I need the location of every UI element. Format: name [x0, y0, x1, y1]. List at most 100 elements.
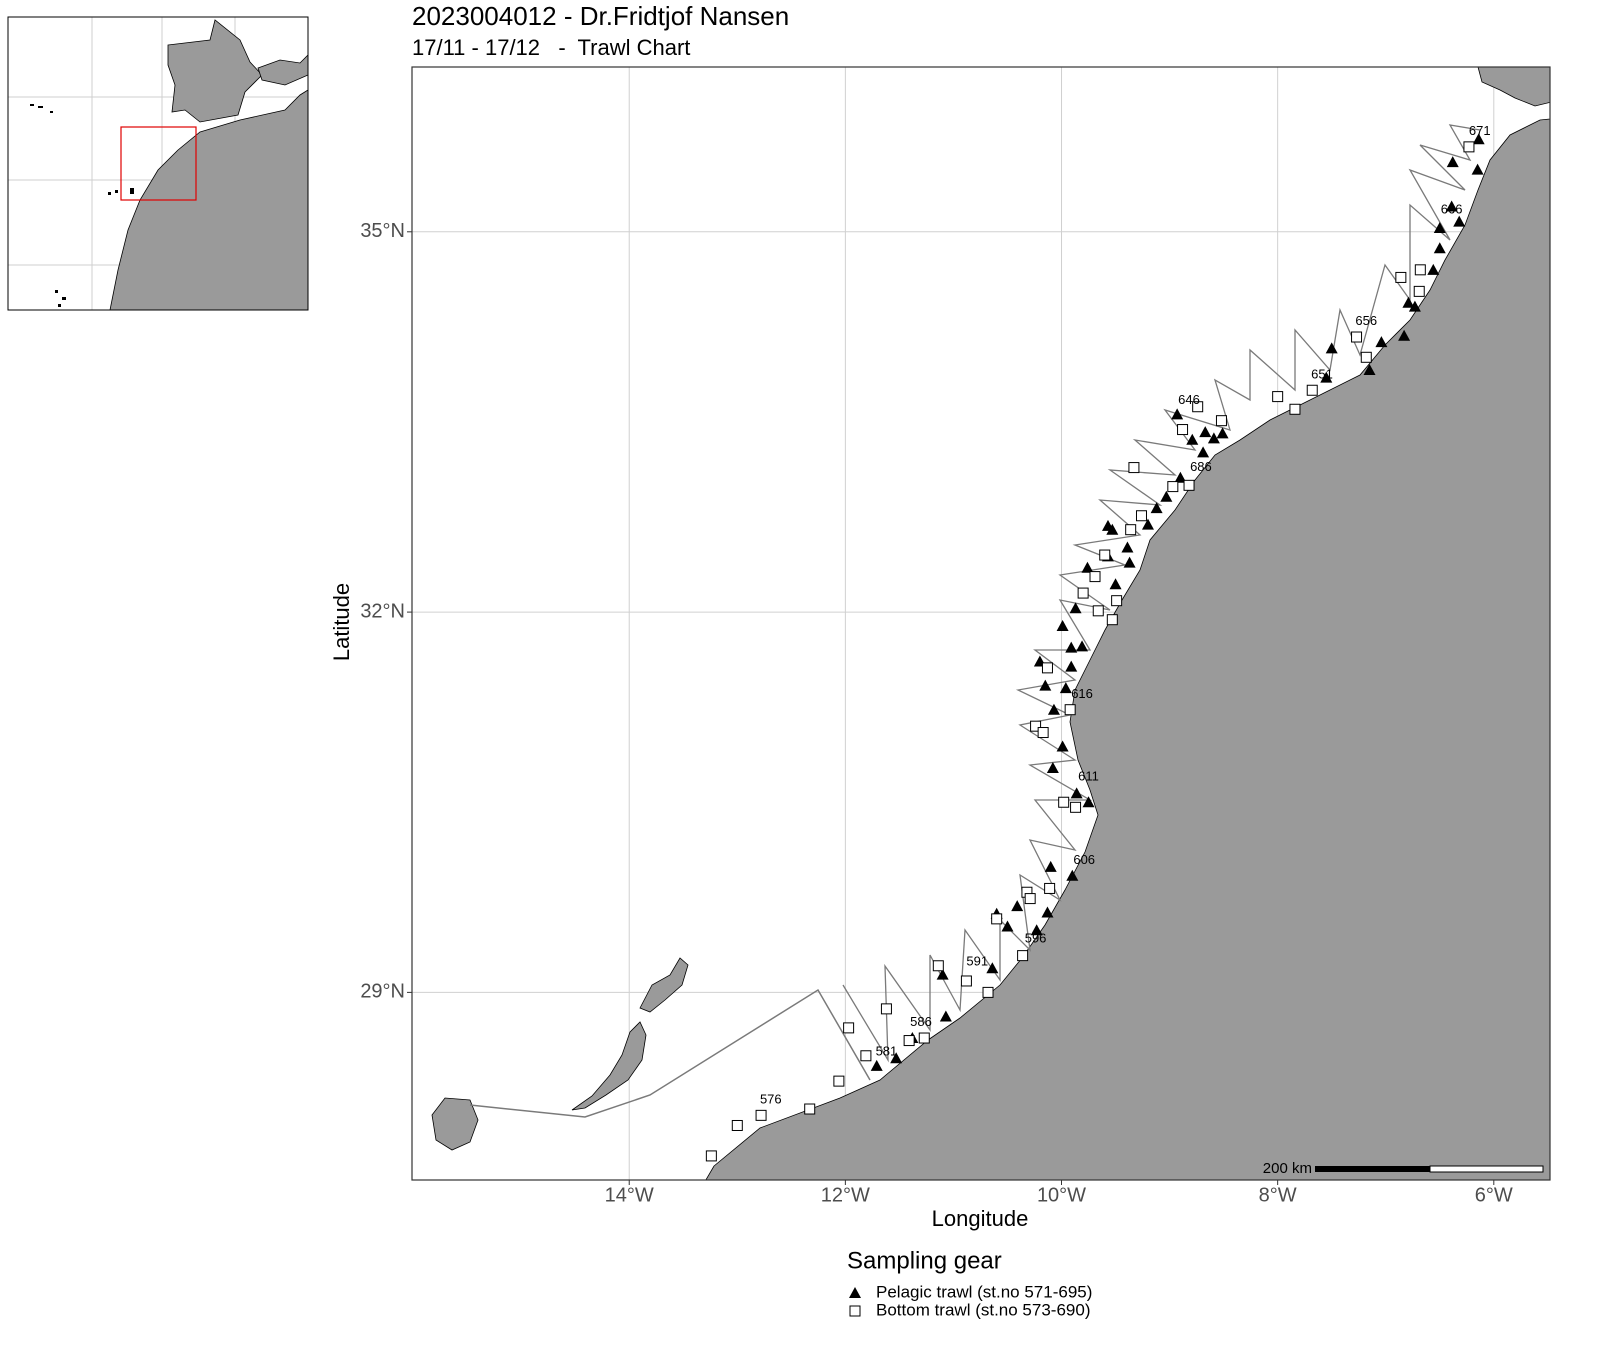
station-label: 581 [876, 1043, 898, 1058]
pelagic-station [1433, 221, 1446, 233]
legend-key [849, 1305, 861, 1317]
pelagic-station [1141, 518, 1154, 530]
x-tick-label: 14°W [605, 1184, 654, 1206]
bottom-station [1064, 704, 1076, 716]
pelagic-station [870, 1059, 883, 1071]
pelagic-station [1109, 578, 1122, 590]
x-tick-label: 6°W [1475, 1184, 1513, 1206]
bottom-station [918, 1032, 930, 1044]
station-label: 651 [1311, 366, 1333, 381]
pelagic-station [1433, 242, 1446, 254]
inset-map [7, 16, 309, 311]
pelagic-station [1069, 602, 1082, 614]
bottom-station [1135, 510, 1147, 522]
station-label: 671 [1469, 123, 1491, 138]
bottom-station [1077, 587, 1089, 599]
pelagic-station [1186, 433, 1199, 445]
pelagic-station [1199, 426, 1212, 438]
x-tick-label: 12°W [821, 1184, 870, 1206]
bottom-station [1111, 595, 1123, 607]
bottom-station [1106, 614, 1118, 626]
pelagic-station [1056, 740, 1069, 752]
bottom-station [755, 1109, 767, 1121]
pelagic-station [1320, 371, 1333, 383]
pelagic-station [1070, 787, 1083, 799]
bottom-station [1024, 893, 1036, 905]
pelagic-station [1065, 660, 1078, 672]
bottom-station [1125, 524, 1137, 536]
bottom-station [731, 1119, 743, 1131]
pelagic-station [1121, 541, 1134, 553]
x-tick-label: 8°W [1259, 1184, 1297, 1206]
pelagic-station [1066, 869, 1079, 881]
bottom-station [1272, 391, 1284, 403]
pelagic-station [1011, 900, 1024, 912]
pelagic-station [1082, 796, 1095, 808]
pelagic-station [1065, 641, 1078, 653]
bottom-station [903, 1035, 915, 1047]
pelagic-station [1325, 342, 1338, 354]
bottom-station [960, 975, 972, 987]
station-label: 606 [1073, 852, 1095, 867]
pelagic-station [1207, 432, 1220, 444]
bottom-station [843, 1022, 855, 1034]
inset-iberia [167, 19, 263, 123]
y-axis-label: Latitude [329, 583, 354, 661]
inset-extent-box [120, 126, 197, 201]
bottom-station [1099, 549, 1111, 561]
map-subtitle: 17/11 - 17/12 - Trawl Chart [412, 35, 690, 60]
plot-frame [411, 66, 1551, 1181]
bottom-station [1463, 141, 1475, 153]
pelagic-station [1171, 408, 1184, 420]
pelagic-station [1453, 215, 1466, 227]
pelagic-station [1446, 156, 1459, 168]
bottom-station [1413, 285, 1425, 297]
gran-canaria [431, 1097, 479, 1151]
pelagic-station [890, 1052, 903, 1064]
pelagic-station [1059, 682, 1072, 694]
station-label: 616 [1071, 686, 1093, 701]
land-layer [431, 67, 1550, 1180]
pelagic-station [1174, 471, 1187, 483]
legend-title: Sampling gear [847, 1247, 1002, 1274]
station-label: 686 [1190, 459, 1212, 474]
scale-bar: 200 km [1263, 1160, 1544, 1177]
bottom-station [1215, 415, 1227, 427]
pelagic-station [1046, 762, 1059, 774]
station-label: 576 [760, 1092, 782, 1107]
bottom-station [860, 1050, 872, 1062]
pelagic-station [1123, 556, 1136, 568]
bottom-station [1395, 271, 1407, 283]
station-label: 586 [910, 1014, 932, 1029]
pelagic-station [1402, 296, 1415, 308]
pelagic-station [1160, 490, 1173, 502]
station-layer: 671 666 656 651 646 686 616 611 606 596 591 586 581 5… [705, 123, 1491, 1162]
pelagic-station [1445, 200, 1458, 212]
lanzarote [639, 957, 689, 1013]
bottom-station [1070, 801, 1082, 813]
station-label: 646 [1178, 392, 1200, 407]
legend-label: Bottom trawl (st.no 573-690) [876, 1300, 1090, 1319]
legend-key [849, 1287, 861, 1298]
pelagic-station [1081, 561, 1094, 573]
bottom-station [705, 1150, 717, 1162]
bottom-station [833, 1075, 845, 1087]
legend-label: Pelagic trawl (st.no 571-695) [876, 1282, 1092, 1301]
pelagic-station [1044, 860, 1057, 872]
bottom-station [1128, 462, 1140, 474]
legend: Sampling gear Pelagic trawl (st.no 571-6… [847, 1247, 1092, 1319]
bottom-station [1306, 384, 1318, 396]
pelagic-station [1472, 133, 1485, 145]
x-axis-label: Longitude [932, 1206, 1029, 1231]
bottom-station [1167, 481, 1179, 493]
pelagic-station [939, 1010, 952, 1022]
bottom-station [804, 1103, 816, 1115]
bottom-station [1360, 351, 1372, 363]
bottom-station [932, 960, 944, 972]
bottom-station [1037, 727, 1049, 739]
pelagic-station [1427, 263, 1440, 275]
bottom-station [1177, 424, 1189, 436]
scale-bar-label: 200 km [1263, 1160, 1312, 1177]
pelagic-station [986, 962, 999, 974]
